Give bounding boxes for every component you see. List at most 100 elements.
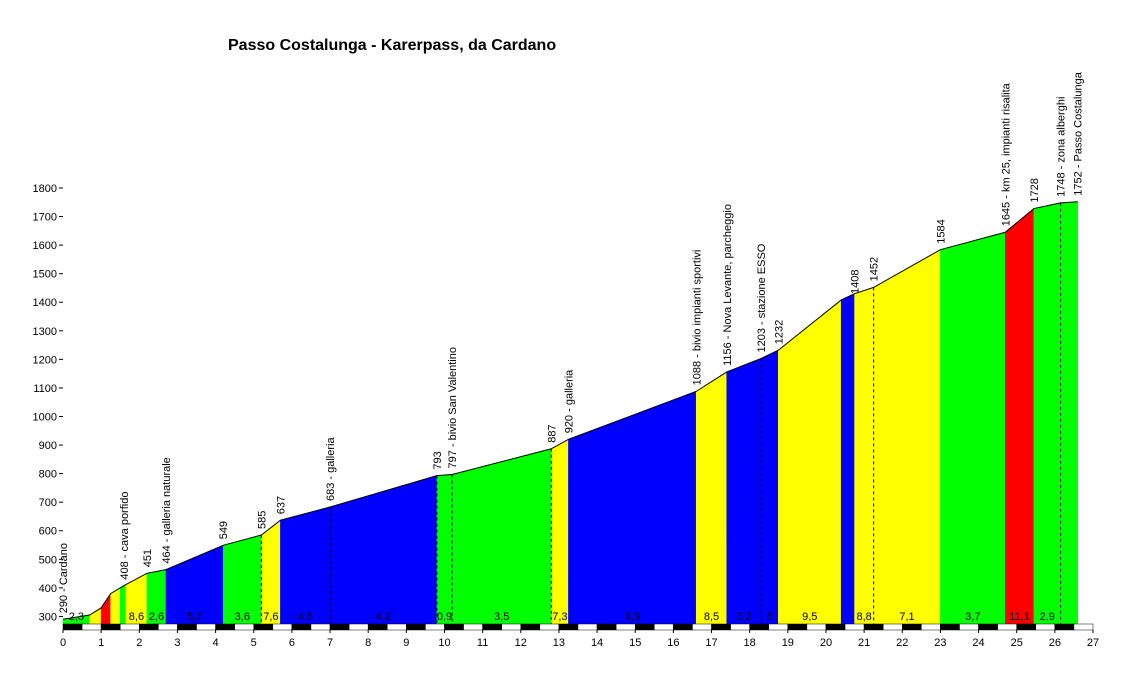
x-tick-label: 7 [327, 637, 333, 649]
waypoint-label: 549 [218, 521, 230, 539]
x-axis-stripe [406, 623, 426, 631]
x-axis-stripe [844, 623, 865, 631]
waypoint-label: 408 - cava porfido [119, 492, 131, 580]
x-axis-stripe [520, 623, 541, 631]
x-tick-label: 23 [934, 637, 946, 649]
profile-fill [62, 201, 1079, 626]
gradient-label: 8,8 [856, 611, 871, 623]
x-axis-stripe [367, 623, 388, 631]
profile-segment [840, 293, 855, 626]
waypoint-label: 464 - galleria naturale [161, 457, 173, 563]
y-tick-label: 500 [39, 554, 57, 566]
y-tick-label: 1600 [33, 240, 57, 252]
x-tick-label: 14 [591, 637, 603, 649]
x-axis-stripe [978, 623, 998, 631]
x-tick-label: 9 [403, 637, 409, 649]
waypoint-label: 797 - bivio San Valentino [447, 347, 459, 469]
x-tick-label: 18 [744, 637, 756, 649]
x-axis-stripe [253, 623, 274, 631]
x-axis-stripe [100, 623, 121, 631]
x-axis-stripe [215, 623, 235, 631]
x-tick-label: 19 [782, 637, 794, 649]
profile-segment [1033, 202, 1061, 626]
x-axis-stripe [539, 623, 560, 631]
x-tick-label: 13 [553, 637, 565, 649]
x-tick-label: 0 [60, 637, 66, 649]
waypoint-label: 1088 - bivio impianti sportivi [691, 250, 703, 386]
x-axis-stripe [673, 623, 693, 631]
x-tick-label: 1 [98, 637, 104, 649]
x-axis-stripe [387, 623, 407, 631]
x-axis-stripe [558, 623, 579, 631]
x-tick-label: 10 [438, 637, 450, 649]
x-tick-label: 6 [289, 637, 295, 649]
profile-segment [550, 438, 569, 626]
y-tick-label: 1700 [33, 212, 57, 224]
y-tick-label: 600 [39, 526, 57, 538]
profile-segment [436, 474, 453, 626]
profile-line [62, 201, 1078, 620]
waypoint-label: 1752 - Passo Costalunga [1073, 71, 1085, 195]
waypoint-labels: 290 - Cardano 408 - cava porfido 451 464 - … [58, 71, 1085, 613]
gradient-label: 2,3 [69, 611, 84, 623]
y-tick-label: 1800 [33, 183, 57, 195]
gradient-label: 9,5 [802, 611, 817, 623]
waypoint-label: 1203 - stazione ESSO [756, 243, 768, 352]
gradient-label: 4,6 [298, 611, 313, 623]
x-axis-stripe [940, 623, 960, 631]
waypoint-label: 290 - Cardano [58, 543, 70, 613]
gradient-label: 0,9 [437, 611, 452, 623]
x-axis-stripe [825, 623, 846, 631]
x-axis-stripe [730, 623, 750, 631]
x-axis-stripe [806, 623, 827, 631]
gradient-label: 6 [767, 611, 773, 623]
x-axis-stripe [177, 623, 197, 631]
waypoint-label: 683 - galleria [325, 437, 337, 501]
waypoint-label: 1645 - km 25, impianti risalita [1000, 82, 1012, 226]
profile-segment [1060, 201, 1079, 626]
y-tick-label: 1000 [33, 411, 57, 423]
gradient-label: 2,9 [1040, 611, 1055, 623]
x-axis-stripe [863, 623, 884, 631]
y-tick-label: 300 [39, 611, 57, 623]
gradient-label: 3,6 [235, 611, 250, 623]
x-tick-label: 26 [1049, 637, 1061, 649]
x-tick-label: 15 [629, 637, 641, 649]
x-tick-label: 21 [858, 637, 870, 649]
waypoint-label: 1452 [869, 257, 881, 281]
gradient-label: 7,1 [899, 611, 914, 623]
x-tick-label: 11 [477, 637, 488, 649]
x-axis-stripe [596, 623, 617, 631]
profile-segment [119, 584, 127, 626]
x-tick-label: 24 [972, 637, 984, 649]
y-tick-label: 1200 [33, 354, 57, 366]
x-tick-label: 5 [251, 637, 257, 649]
waypoint-label: 1232 [773, 320, 785, 344]
chart-title: Passo Costalunga - Karerpass, da Cardano [228, 37, 556, 54]
y-tick-label: 1500 [33, 269, 57, 281]
gradient-label: 2,6 [149, 611, 164, 623]
x-tick-label: 20 [820, 637, 832, 649]
profile-segment [940, 231, 1006, 626]
x-axis-stripe [272, 623, 293, 631]
y-tick-label: 400 [39, 583, 57, 595]
profile-segment [726, 358, 762, 626]
profile-segment [777, 299, 842, 626]
profile-segment [261, 519, 281, 626]
x-axis-stripe [1073, 623, 1094, 631]
x-axis-stripe [634, 623, 655, 631]
x-axis-stripe [711, 623, 731, 631]
waypoint-label: 793 [432, 451, 444, 469]
x-tick-label: 12 [515, 637, 527, 649]
x-axis-stripe [959, 623, 979, 631]
waypoint-label: 637 [275, 496, 287, 514]
waypoint-label: 1728 [1029, 178, 1041, 202]
profile-segment [329, 475, 438, 626]
x-axis-stripe [787, 623, 808, 631]
x-tick-label: 16 [667, 637, 679, 649]
x-axis-stripe [482, 623, 502, 631]
x-tick-label: 2 [136, 637, 142, 649]
y-tick-label: 1300 [33, 326, 57, 338]
x-axis-stripe [139, 623, 159, 631]
